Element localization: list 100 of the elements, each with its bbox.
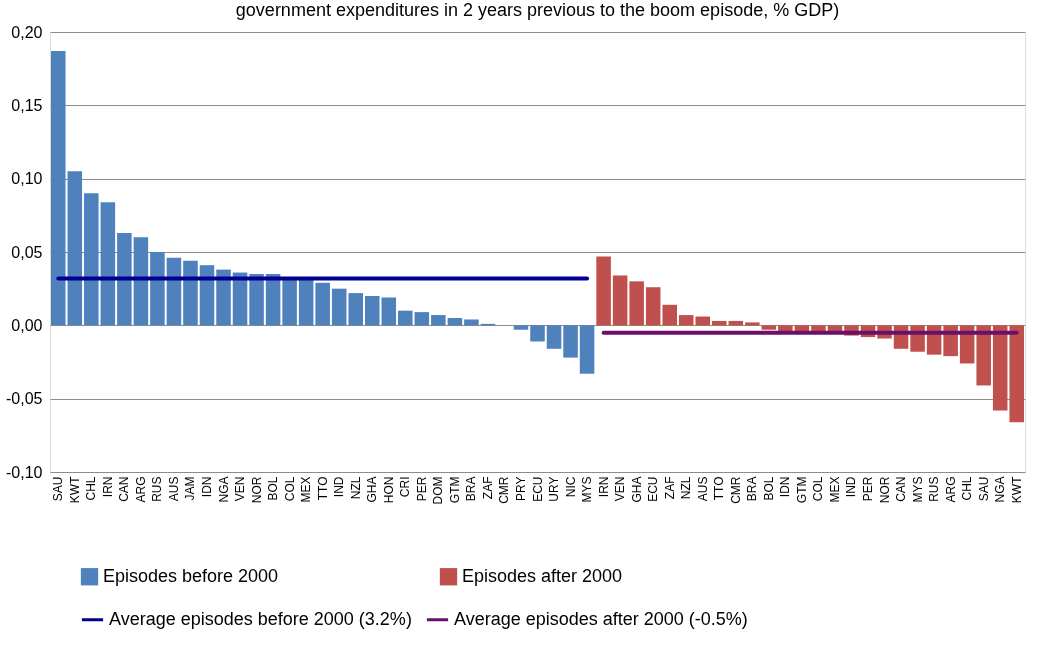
bar: [398, 310, 413, 326]
x-tick-label: NOR: [877, 476, 892, 504]
x-tick-label: BOL: [266, 476, 281, 501]
x-tick-label: TTO: [315, 476, 330, 501]
x-tick-label: VEN: [233, 476, 248, 502]
bar: [199, 265, 215, 326]
bar: [612, 275, 628, 326]
x-tick-label: NZL: [348, 476, 363, 500]
bar: [1009, 325, 1025, 423]
y-tick-label: 0,15: [11, 96, 43, 114]
x-tick-label: MYS: [580, 476, 595, 503]
legend-label: Average episodes after 2000 (-0.5%): [454, 608, 748, 629]
bar: [745, 322, 760, 326]
bar: [249, 274, 264, 326]
x-tick-label: GTM: [447, 476, 462, 504]
legend-label: Episodes before 2000: [103, 565, 279, 586]
x-tick-label: IRN: [596, 476, 611, 498]
bar: [579, 325, 595, 374]
bar: [331, 288, 347, 326]
x-tick-label: KWT: [67, 475, 82, 504]
bar: [431, 315, 446, 326]
x-tick-label: IRN: [100, 476, 115, 498]
bar: [50, 51, 66, 326]
x-tick-label: IDN: [199, 476, 214, 498]
bar: [546, 325, 562, 349]
x-tick-label: BOL: [761, 476, 776, 501]
x-tick-label: DOM: [431, 476, 446, 505]
x-tick-label: ARG: [943, 476, 958, 503]
bar: [183, 260, 198, 326]
y-tick-label: 0,10: [11, 170, 43, 188]
x-tick-label: BRA: [745, 476, 760, 502]
x-tick-label: CAN: [117, 476, 132, 502]
bar: [778, 325, 793, 332]
bar: [67, 171, 83, 326]
y-tick-label: 0,00: [11, 316, 43, 334]
x-tick-label: PER: [861, 476, 876, 502]
bar: [629, 281, 644, 326]
x-tick-label: ARG: [133, 476, 148, 503]
bar: [563, 325, 578, 358]
bar: [976, 325, 991, 386]
x-tick-label: PRY: [513, 476, 528, 501]
bar: [166, 257, 182, 326]
bar: [712, 320, 727, 326]
x-tick-label: COL: [282, 476, 297, 502]
x-tick-label: SAU: [976, 476, 991, 502]
bar: [645, 287, 661, 326]
y-tick-label: 0,05: [11, 243, 43, 261]
bar: [364, 296, 380, 326]
x-tick-label: MEX: [299, 476, 314, 503]
x-tick-label: NZL: [679, 476, 694, 500]
x-tick-label: BRA: [464, 476, 479, 502]
x-tick-label: URY: [547, 476, 562, 502]
x-tick-label: ECU: [530, 476, 545, 502]
x-tick-label: NOR: [249, 476, 264, 504]
x-tick-label: RUS: [927, 476, 942, 502]
x-tick-label: JAM: [183, 476, 198, 501]
x-tick-label: CMR: [728, 476, 743, 504]
x-tick-label: CRI: [398, 476, 413, 498]
x-tick-label: CHL: [84, 476, 99, 501]
bar: [100, 202, 116, 326]
bar: [530, 325, 545, 342]
x-tick-label: ZAF: [480, 476, 495, 500]
bar: [447, 318, 463, 326]
bar: [513, 325, 529, 330]
bar: [282, 278, 297, 326]
bar: [662, 304, 677, 326]
bar: [133, 237, 149, 326]
x-tick-label: NGA: [993, 476, 1008, 503]
bar: [464, 319, 479, 326]
x-tick-label: NGA: [216, 476, 231, 503]
x-tick-label: AUS: [166, 476, 181, 502]
x-tick-label: RUS: [150, 476, 165, 502]
x-tick-label: TTO: [712, 476, 727, 501]
bar: [761, 325, 777, 330]
bar: [381, 297, 397, 326]
legend-label: Average episodes before 2000 (3.2%): [109, 608, 412, 629]
x-tick-label: MEX: [827, 476, 842, 503]
bar: [117, 232, 132, 326]
x-tick-label: KWT: [1009, 475, 1024, 504]
x-tick-label: MYS: [910, 476, 925, 503]
x-tick-label: NIC: [563, 476, 578, 498]
bar: [414, 312, 430, 326]
x-tick-label: VEN: [613, 476, 628, 502]
x-tick-label: SAU: [51, 476, 66, 502]
bar: [298, 278, 314, 326]
x-tick-label: ZAF: [662, 476, 677, 500]
x-tick-label: AUS: [695, 476, 710, 502]
bar: [150, 252, 165, 326]
x-tick-label: GHA: [629, 476, 644, 503]
x-tick-label: IND: [332, 476, 347, 498]
bar: [992, 325, 1008, 411]
bar: [84, 193, 99, 326]
x-tick-label: COL: [811, 476, 826, 502]
chart-title: government expenditures in 2 years previous to the boom episode, % GDP): [235, 0, 840, 20]
x-tick-label: IND: [844, 476, 859, 498]
x-tick-label: ECU: [646, 476, 661, 502]
x-tick-label: GTM: [794, 476, 809, 504]
x-tick-label: IDN: [778, 476, 793, 498]
x-tick-label: PER: [414, 476, 429, 502]
bar: [216, 269, 231, 326]
